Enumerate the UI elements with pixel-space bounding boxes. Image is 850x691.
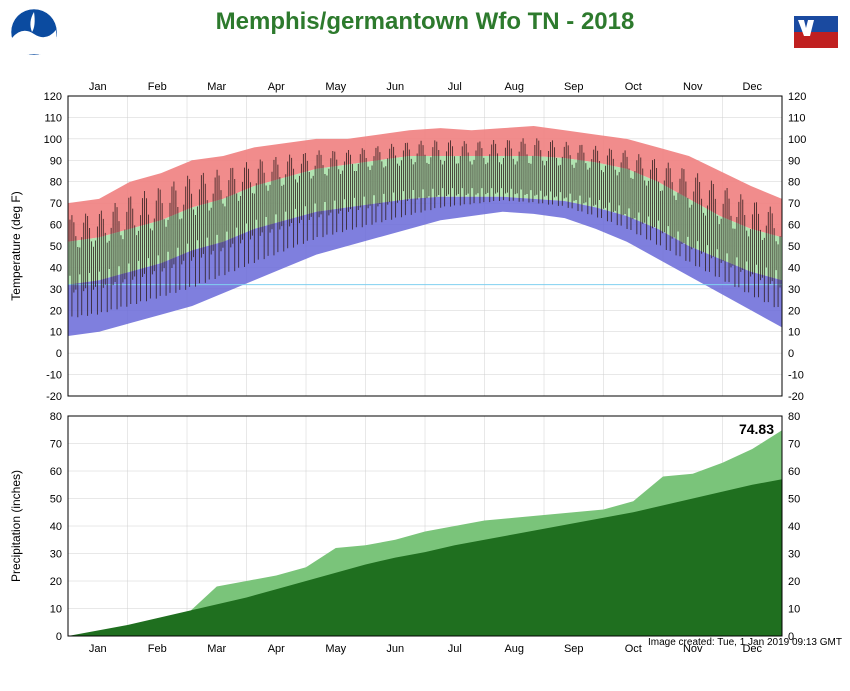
svg-text:-10: -10 <box>46 370 62 382</box>
svg-text:40: 40 <box>788 521 800 533</box>
svg-text:20: 20 <box>50 305 62 317</box>
svg-text:10: 10 <box>50 327 62 339</box>
svg-text:Jun: Jun <box>386 643 404 655</box>
svg-text:110: 110 <box>788 112 806 124</box>
svg-text:Precipitation (inches): Precipitation (inches) <box>9 470 23 582</box>
svg-text:70: 70 <box>788 439 800 451</box>
svg-text:May: May <box>325 643 346 655</box>
svg-text:-20: -20 <box>46 391 62 403</box>
chart-title: Memphis/germantown Wfo TN - 2018 <box>0 0 850 36</box>
noaa-logo <box>10 8 58 56</box>
svg-text:30: 30 <box>788 549 800 561</box>
svg-text:Jul: Jul <box>448 81 462 93</box>
svg-text:20: 20 <box>788 305 800 317</box>
svg-text:30: 30 <box>788 284 800 296</box>
svg-text:Oct: Oct <box>625 643 642 655</box>
svg-text:70: 70 <box>50 439 62 451</box>
svg-text:Oct: Oct <box>625 81 642 93</box>
svg-text:70: 70 <box>788 198 800 210</box>
svg-text:90: 90 <box>50 155 62 167</box>
svg-text:Mar: Mar <box>207 643 226 655</box>
svg-text:120: 120 <box>44 91 62 103</box>
svg-text:Aug: Aug <box>504 81 524 93</box>
svg-text:Sep: Sep <box>564 643 584 655</box>
svg-text:Jan: Jan <box>89 643 107 655</box>
svg-text:80: 80 <box>788 411 800 423</box>
svg-text:Apr: Apr <box>268 643 285 655</box>
svg-text:Jul: Jul <box>448 643 462 655</box>
climate-chart: -20 -20 -10 -10 0 0 10 10 20 20 30 30 40 40 50 50 60 60 70… <box>0 36 850 686</box>
svg-text:Feb: Feb <box>148 643 167 655</box>
svg-text:Mar: Mar <box>207 81 226 93</box>
svg-text:80: 80 <box>50 177 62 189</box>
svg-text:10: 10 <box>788 604 800 616</box>
svg-text:40: 40 <box>50 521 62 533</box>
svg-text:60: 60 <box>50 220 62 232</box>
svg-text:-10: -10 <box>788 370 804 382</box>
nws-logo <box>792 8 840 56</box>
svg-text:40: 40 <box>50 262 62 274</box>
svg-text:90: 90 <box>788 155 800 167</box>
svg-text:50: 50 <box>50 494 62 506</box>
svg-text:74.83: 74.83 <box>739 421 774 437</box>
svg-text:60: 60 <box>788 466 800 478</box>
svg-text:60: 60 <box>788 220 800 232</box>
svg-text:20: 20 <box>50 576 62 588</box>
svg-text:50: 50 <box>50 241 62 253</box>
svg-text:Apr: Apr <box>268 81 285 93</box>
svg-text:20: 20 <box>788 576 800 588</box>
svg-text:10: 10 <box>788 327 800 339</box>
svg-text:0: 0 <box>56 631 62 643</box>
svg-text:Temperature (deg F): Temperature (deg F) <box>9 191 23 300</box>
svg-text:100: 100 <box>44 134 62 146</box>
svg-text:80: 80 <box>788 177 800 189</box>
svg-text:110: 110 <box>44 112 62 124</box>
svg-text:Dec: Dec <box>742 81 762 93</box>
svg-text:Jan: Jan <box>89 81 107 93</box>
image-created-footer: Image created: Tue, 1 Jan 2019 09:13 GMT <box>648 637 842 648</box>
svg-text:Feb: Feb <box>148 81 167 93</box>
svg-text:30: 30 <box>50 549 62 561</box>
svg-text:40: 40 <box>788 262 800 274</box>
svg-text:100: 100 <box>788 134 806 146</box>
svg-text:Sep: Sep <box>564 81 584 93</box>
svg-text:0: 0 <box>788 348 794 360</box>
svg-text:May: May <box>325 81 346 93</box>
svg-text:Nov: Nov <box>683 81 703 93</box>
svg-text:60: 60 <box>50 466 62 478</box>
svg-text:Aug: Aug <box>504 643 524 655</box>
svg-text:-20: -20 <box>788 391 804 403</box>
svg-text:80: 80 <box>50 411 62 423</box>
svg-text:120: 120 <box>788 91 806 103</box>
svg-text:0: 0 <box>56 348 62 360</box>
svg-text:10: 10 <box>50 604 62 616</box>
svg-text:30: 30 <box>50 284 62 296</box>
svg-text:70: 70 <box>50 198 62 210</box>
svg-text:Jun: Jun <box>386 81 404 93</box>
svg-text:50: 50 <box>788 241 800 253</box>
svg-text:50: 50 <box>788 494 800 506</box>
